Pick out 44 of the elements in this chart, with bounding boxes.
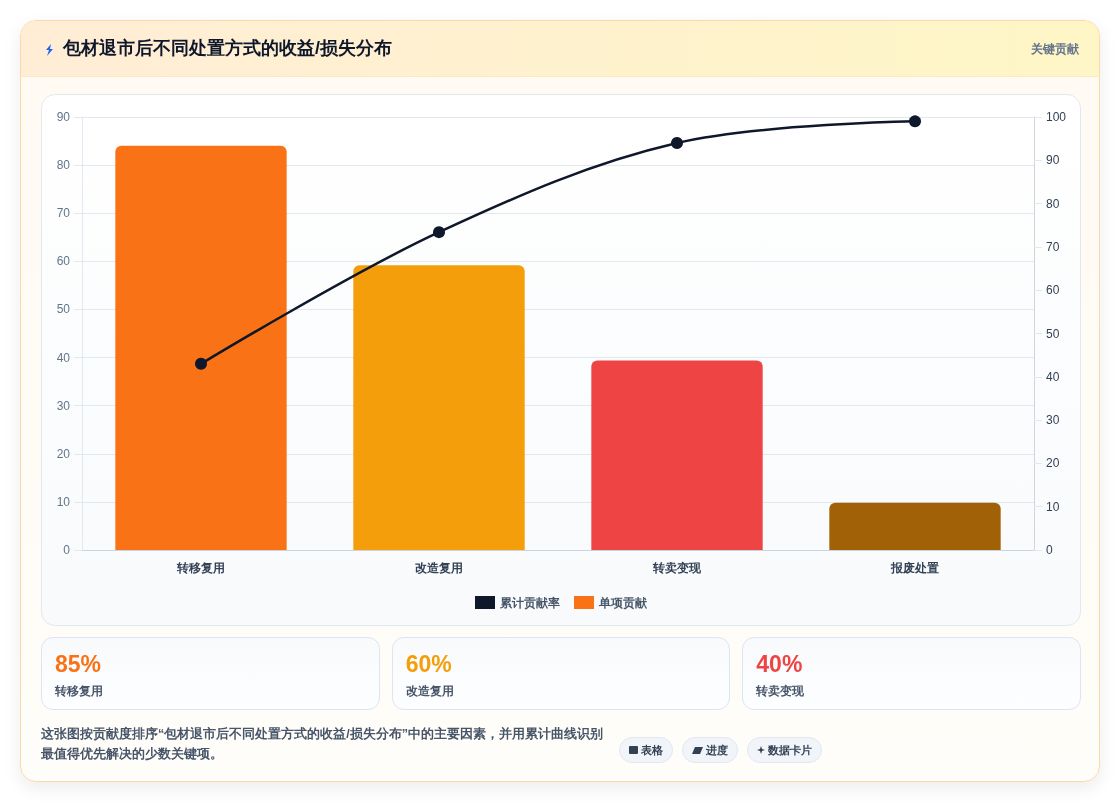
tag-pill: 进度 [682,737,738,763]
y-tick-label: 20 [56,446,71,461]
card: 85% 转移复用 [41,637,380,710]
y2-tick-label: 10 [1046,499,1060,514]
point [433,226,445,239]
point [195,357,207,370]
chart-title: 包材退市后不同处置方式的收益/损失分布 [63,37,393,59]
point [671,136,683,149]
legend-label: 单项贡献 [598,595,648,610]
x-tick-label: 转移复用 [176,561,225,575]
y-tick-label: 90 [56,110,71,124]
y2-tick-label: 70 [1046,239,1060,254]
card: 40% 转卖变现 [742,637,1081,710]
point [909,115,921,128]
y-tick-label: 60 [56,254,71,269]
y-tick-label: 30 [56,398,71,413]
bar [829,502,1001,550]
y-tick-label: 0 [63,543,71,557]
y2-tick-label: 60 [1046,283,1060,298]
y2-tick-label: 90 [1046,153,1060,168]
x-tick-label: 改造复用 [415,561,463,575]
y2-tick-label: 20 [1046,456,1060,471]
chart-subtitle: 关键贡献 [1031,41,1079,57]
y2-tick-label: 100 [1046,110,1067,124]
bar [591,360,763,550]
y-tick-label: 70 [56,206,71,221]
bar [353,265,525,550]
y2-tick-label: 30 [1046,413,1060,428]
y2-tick-label: 80 [1046,196,1060,211]
y-tick-label: 50 [56,302,71,317]
x-tick-label: 报废处置 [890,561,939,575]
tag-pill: 数据卡片 [747,737,822,763]
card: 60% 改造复用 [391,637,731,710]
y2-tick-label: 0 [1046,543,1053,557]
bar [115,145,287,550]
tag-pill: 表格 [619,737,673,763]
legend-label: 累计贡献率 [499,595,560,610]
y2-tick-label: 40 [1046,369,1060,384]
y-tick-label: 40 [56,350,71,365]
text: 这张图按贡献度排序“包材退市后不同处置方式的收益/损失分布”中的主要因素，并用累计曲线识别最值得优先解决的少数关键项。 [41,725,604,763]
x-tick-label: 转卖变现 [652,561,702,575]
y-tick-label: 80 [56,158,71,173]
y-tick-label: 10 [56,494,71,509]
y2-tick-label: 50 [1046,326,1060,341]
